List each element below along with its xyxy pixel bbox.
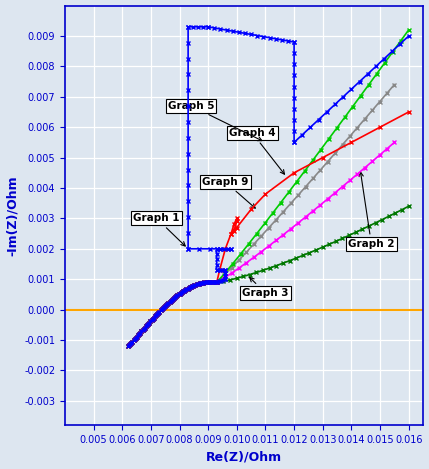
Text: Graph 2: Graph 2 <box>348 172 395 249</box>
Text: Graph 9: Graph 9 <box>202 177 255 208</box>
X-axis label: Re(Z)/Ohm: Re(Z)/Ohm <box>206 450 282 463</box>
Text: Graph 4: Graph 4 <box>229 128 284 174</box>
Y-axis label: -Im(Z)/Ohm: -Im(Z)/Ohm <box>6 175 18 256</box>
Text: Graph 5: Graph 5 <box>168 101 262 141</box>
Text: Graph 3: Graph 3 <box>242 278 289 298</box>
Text: Graph 1: Graph 1 <box>133 213 185 246</box>
